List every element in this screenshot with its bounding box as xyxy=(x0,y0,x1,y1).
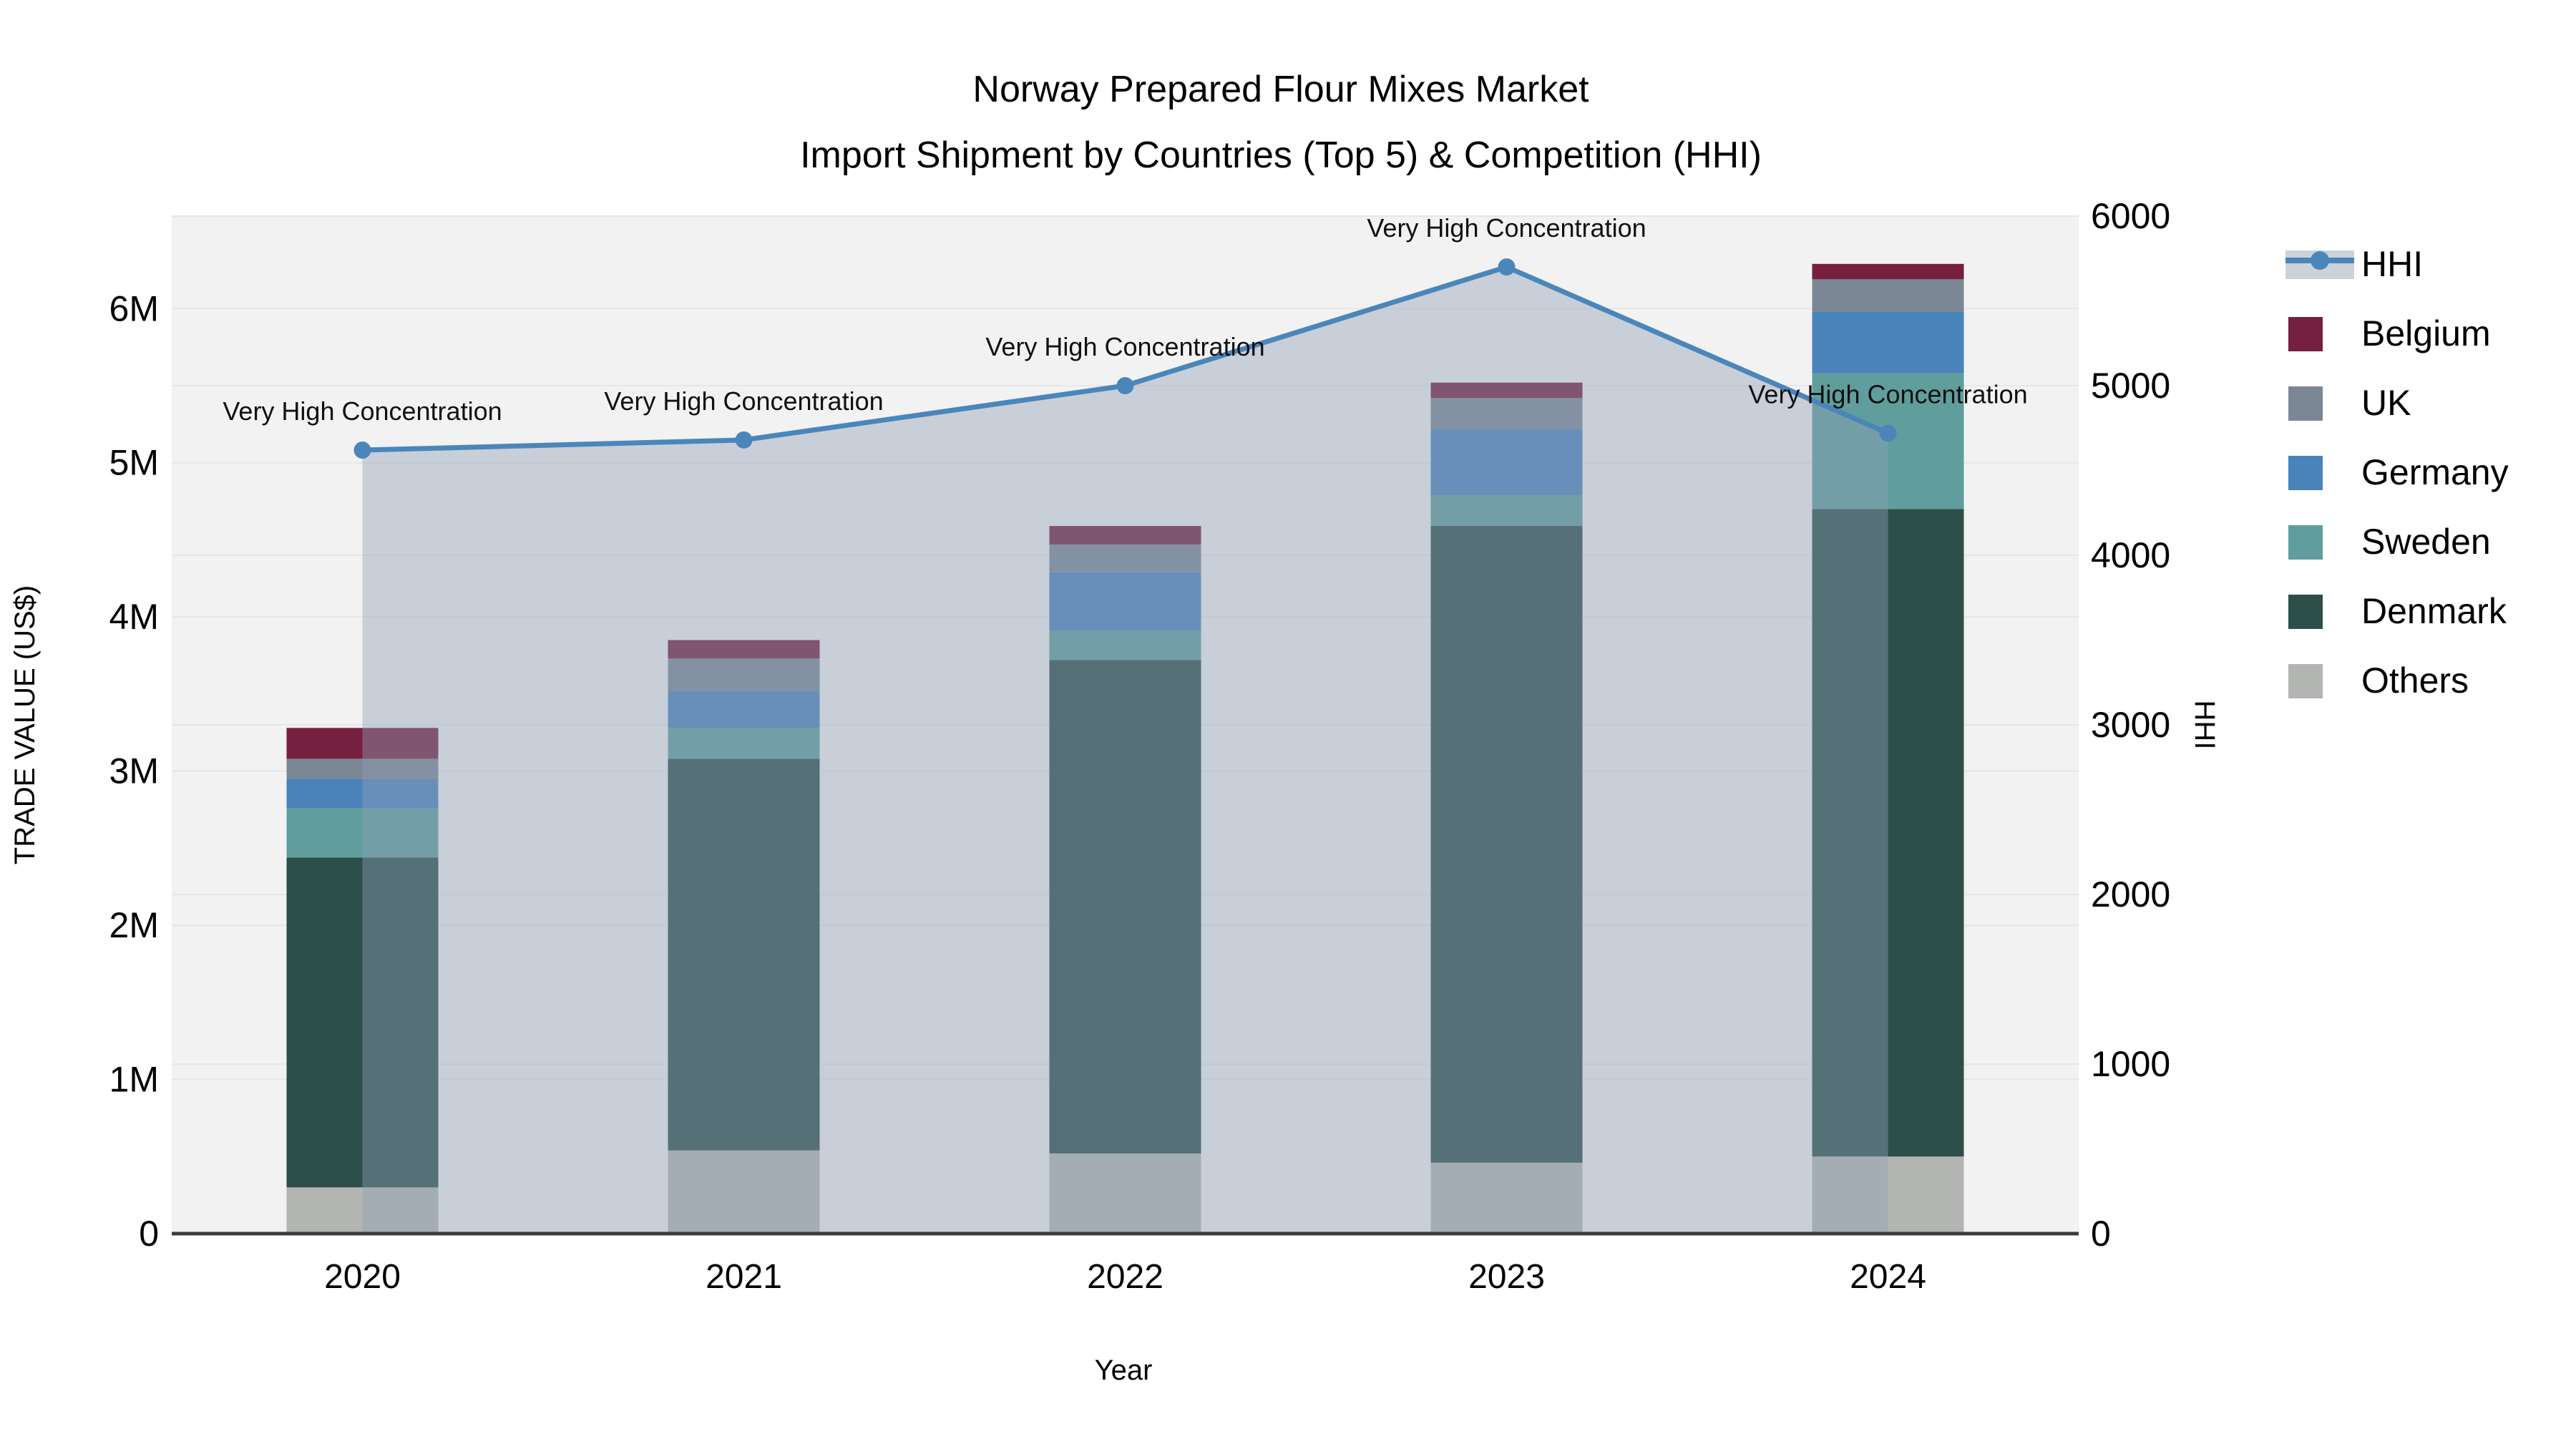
ytick-left-0: 0 xyxy=(139,1214,159,1254)
bar-segment-uk-2021 xyxy=(668,658,820,691)
annotation-2022: Very High Concentration xyxy=(985,332,1264,361)
legend-hhi-marker xyxy=(2311,251,2329,270)
x-axis-title: Year xyxy=(1095,1355,1153,1386)
legend-label-hhi: HHI xyxy=(2361,244,2423,284)
bar-segment-uk-2020 xyxy=(286,758,439,779)
bar-segment-denmark-2020 xyxy=(286,857,439,1188)
bar-segment-denmark-2021 xyxy=(668,758,820,1151)
hhi-point-2020 xyxy=(353,441,371,459)
bar-segment-belgium-2022 xyxy=(1049,526,1201,545)
bar-segment-denmark-2023 xyxy=(1430,526,1583,1163)
hhi-point-2024 xyxy=(1879,424,1897,442)
legend-label-sweden: Sweden xyxy=(2361,522,2491,562)
hhi-point-2021 xyxy=(735,431,753,449)
bar-segment-sweden-2021 xyxy=(668,728,820,759)
annotation-2021: Very High Concentration xyxy=(604,386,883,416)
ytick-left-5M: 5M xyxy=(109,443,159,483)
bar-segment-belgium-2024 xyxy=(1812,263,1964,280)
legend: HHI Belgium UK Germany Sweden Denmark Others xyxy=(2285,244,2509,701)
bar-segment-uk-2022 xyxy=(1049,544,1201,572)
ytick-right-4000: 4000 xyxy=(2091,535,2170,575)
xtick-2022: 2022 xyxy=(1087,1258,1163,1296)
xtick-2020: 2020 xyxy=(324,1258,401,1296)
bar-segment-sweden-2023 xyxy=(1430,494,1583,527)
bar-segment-sweden-2020 xyxy=(286,808,439,858)
legend-label-belgium: Belgium xyxy=(2361,313,2491,353)
ytick-right-6000: 6000 xyxy=(2091,196,2170,236)
ytick-left-6M: 6M xyxy=(109,288,159,328)
bar-segment-others-2023 xyxy=(1430,1162,1583,1234)
xtick-2021: 2021 xyxy=(706,1258,782,1296)
legend-item-germany: Germany xyxy=(2288,452,2509,492)
legend-swatch-others xyxy=(2288,664,2323,698)
bar-segment-others-2021 xyxy=(668,1150,820,1234)
bar-segment-germany-2022 xyxy=(1049,572,1201,631)
legend-label-others: Others xyxy=(2361,660,2469,701)
legend-label-denmark: Denmark xyxy=(2361,591,2507,631)
tick-labels: 0 1M 2M 3M 4M 5M 6M 0 1000 2000 3000 4000 5000 6000 20… xyxy=(109,196,2171,1296)
legend-swatch-sweden xyxy=(2288,525,2323,560)
chart-title: Norway Prepared Flour Mixes Market xyxy=(972,69,1589,110)
bar-segment-germany-2021 xyxy=(668,691,820,728)
legend-item-denmark: Denmark xyxy=(2288,591,2507,631)
legend-swatch-uk xyxy=(2288,386,2323,421)
legend-item-uk: UK xyxy=(2288,383,2411,423)
ytick-right-1000: 1000 xyxy=(2091,1044,2170,1084)
bar-segment-others-2020 xyxy=(286,1187,439,1234)
ytick-left-3M: 3M xyxy=(109,751,159,791)
bar-segment-germany-2023 xyxy=(1430,429,1583,495)
legend-item-others: Others xyxy=(2288,660,2469,701)
legend-item-sweden: Sweden xyxy=(2288,522,2491,562)
y-axis-title-left: TRADE VALUE (US$) xyxy=(9,585,41,864)
bar-segment-sweden-2022 xyxy=(1049,630,1201,660)
ytick-left-1M: 1M xyxy=(109,1060,159,1100)
hhi-area xyxy=(362,267,1888,1234)
ytick-right-0: 0 xyxy=(2091,1214,2111,1254)
bar-segment-uk-2024 xyxy=(1812,279,1964,312)
annotation-2020: Very High Concentration xyxy=(223,396,502,426)
annotations: Very High Concentration Very High Concent… xyxy=(223,213,2027,426)
annotation-2024: Very High Concentration xyxy=(1748,379,2027,409)
bar-segment-belgium-2020 xyxy=(286,728,439,759)
bar-segment-belgium-2023 xyxy=(1430,382,1583,399)
bar-segment-belgium-2021 xyxy=(668,640,820,659)
hhi-point-2023 xyxy=(1498,258,1516,276)
y-axis-title-right: HHI xyxy=(2189,701,2220,750)
bar-segment-germany-2020 xyxy=(286,779,439,809)
xtick-2024: 2024 xyxy=(1850,1258,1926,1296)
legend-swatch-germany xyxy=(2288,456,2323,490)
bar-segment-others-2022 xyxy=(1049,1153,1201,1234)
hhi-line xyxy=(353,258,1897,459)
legend-label-uk: UK xyxy=(2361,383,2411,423)
hhi-point-2022 xyxy=(1116,377,1134,394)
ytick-right-3000: 3000 xyxy=(2091,705,2170,745)
xtick-2023: 2023 xyxy=(1468,1258,1545,1296)
hhi-area-fill xyxy=(362,267,1888,1234)
ytick-right-5000: 5000 xyxy=(2091,366,2170,406)
chart-subtitle: Import Shipment by Countries (Top 5) & C… xyxy=(800,135,1762,176)
legend-item-hhi: HHI xyxy=(2285,244,2423,284)
bar-segment-others-2024 xyxy=(1812,1156,1964,1234)
stacked-bars xyxy=(286,263,1964,1234)
annotation-2023: Very High Concentration xyxy=(1367,213,1646,243)
ytick-right-2000: 2000 xyxy=(2091,874,2170,914)
bar-segment-germany-2024 xyxy=(1812,311,1964,374)
ytick-left-4M: 4M xyxy=(109,597,159,637)
legend-swatch-belgium xyxy=(2288,317,2323,351)
legend-swatch-denmark xyxy=(2288,595,2323,629)
ytick-left-2M: 2M xyxy=(109,905,159,945)
bar-segment-denmark-2022 xyxy=(1049,660,1201,1153)
bar-segment-uk-2023 xyxy=(1430,398,1583,429)
legend-item-belgium: Belgium xyxy=(2288,313,2491,353)
bar-segment-denmark-2024 xyxy=(1812,509,1964,1157)
legend-label-germany: Germany xyxy=(2361,452,2509,492)
